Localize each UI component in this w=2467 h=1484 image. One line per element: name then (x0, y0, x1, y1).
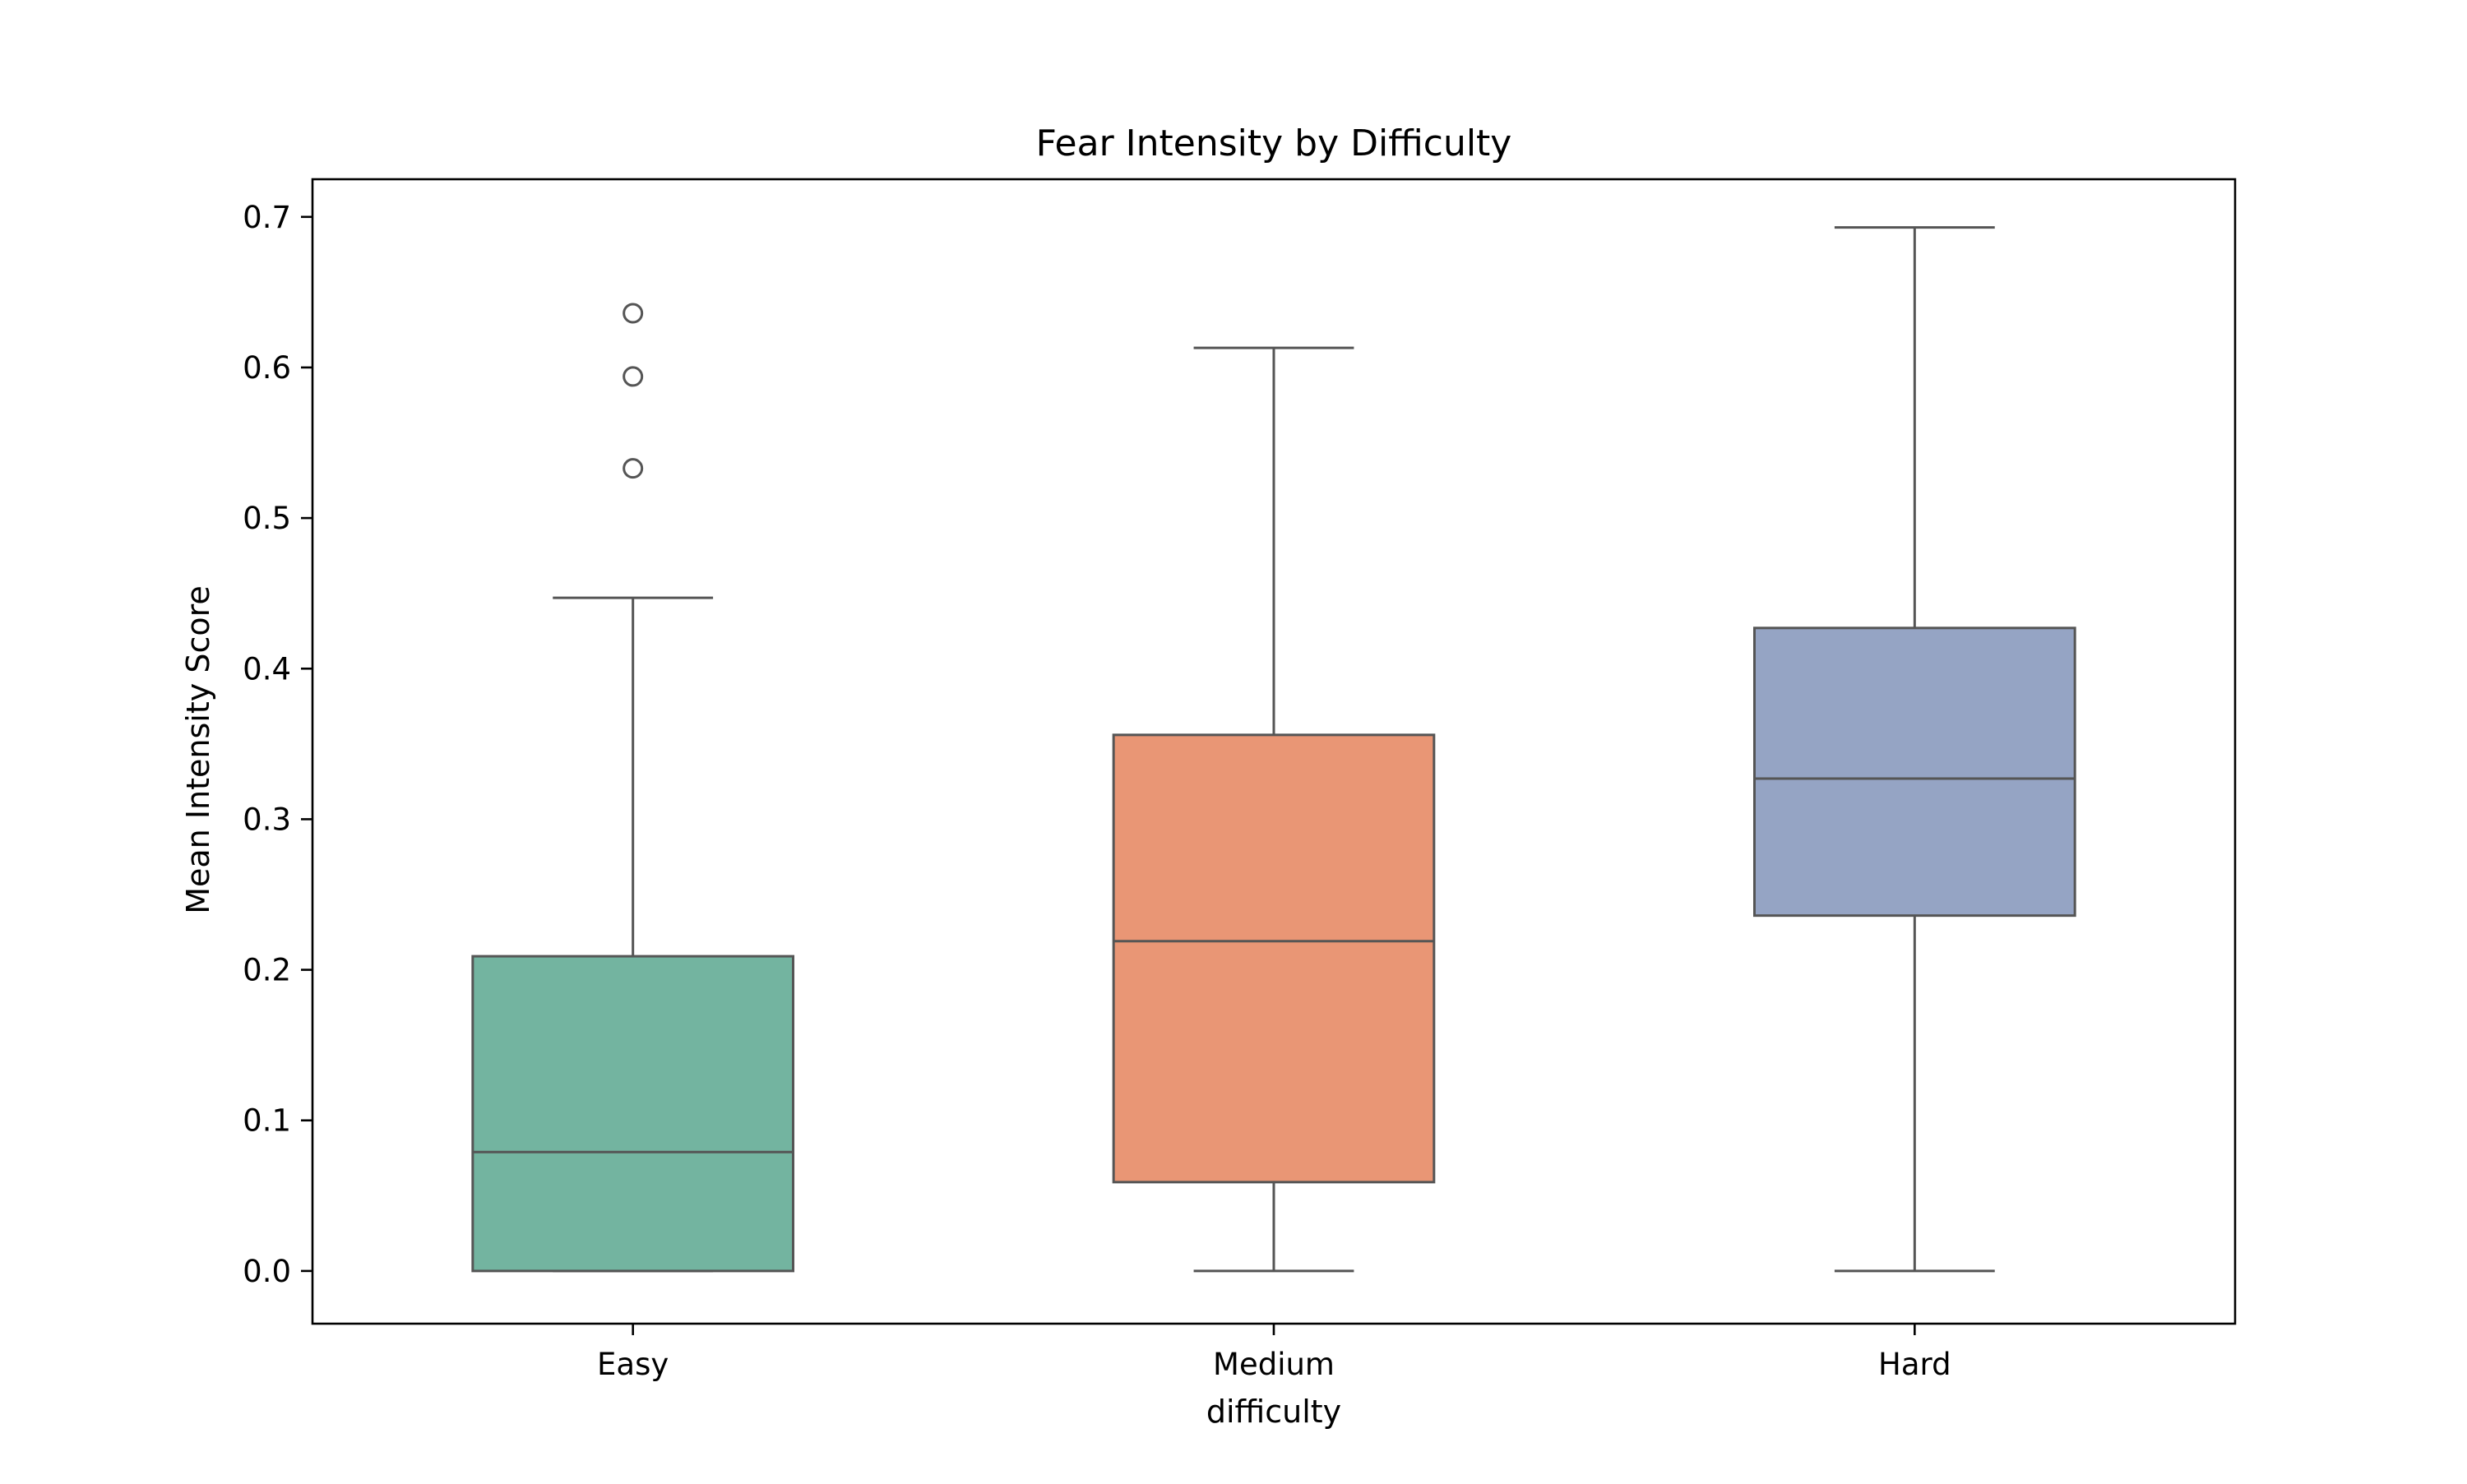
x-axis-label: difficulty (1206, 1394, 1341, 1430)
box-hard (1753, 626, 2076, 918)
y-tick-label: 0.7 (243, 200, 291, 235)
y-tick-label: 0.1 (243, 1103, 291, 1139)
outlier-point (623, 458, 644, 479)
box-easy (471, 955, 794, 1273)
y-tick-label: 0.0 (243, 1254, 291, 1289)
box-medium (1112, 733, 1436, 1184)
chart-title: Fear Intensity by Difficulty (1036, 123, 1512, 164)
y-tick-label: 0.6 (243, 350, 291, 386)
outlier-point (623, 366, 644, 387)
x-tick-label: Medium (1213, 1347, 1335, 1382)
y-axis-label: Mean Intensity Score (180, 585, 216, 914)
y-tick-label: 0.5 (243, 501, 291, 536)
x-tick-label: Hard (1878, 1347, 1951, 1382)
outlier-point (623, 303, 644, 324)
plot-frame (311, 178, 2237, 1325)
x-tick-label: Easy (597, 1347, 669, 1382)
plot-layer: 0.0 0.1 0.2 0.3 0.4 0.5 0.6 0.7 Easy Medium Hard (243, 200, 2076, 1382)
y-tick-label: 0.4 (243, 651, 291, 687)
y-tick-label: 0.2 (243, 953, 291, 988)
y-tick-label: 0.3 (243, 802, 291, 837)
